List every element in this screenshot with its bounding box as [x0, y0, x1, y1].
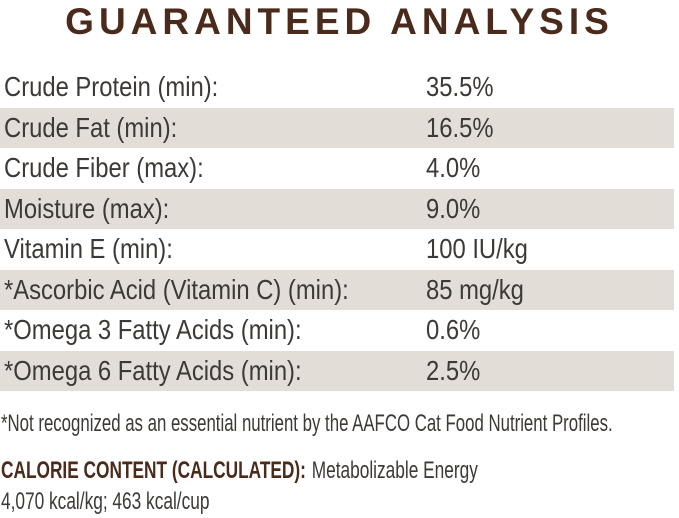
calorie-values-line: 4,070 kcal/kg; 463 kcal/cup [1, 486, 663, 517]
nutrient-label: Vitamin E (min): [4, 233, 173, 265]
calorie-content-description: Metabolizable Energy [311, 457, 478, 484]
calorie-values-text: 4,070 kcal/kg; 463 kcal/cup [1, 488, 210, 515]
table-row: Vitamin E (min): 100 IU/kg [0, 229, 674, 270]
table-row: Crude Fiber (max): 4.0% [0, 148, 674, 189]
nutrient-label: Moisture (max): [4, 192, 170, 224]
calorie-content-heading: CALORIE CONTENT (CALCULATED): [1, 457, 306, 484]
nutrient-value: 85 mg/kg [426, 273, 524, 305]
nutrient-label: *Omega 6 Fatty Acids (min): [4, 354, 302, 386]
calorie-content-line: CALORIE CONTENT (CALCULATED): Metabolizab… [1, 455, 663, 486]
nutrient-label: Crude Fiber (max): [4, 152, 204, 184]
nutrient-value: 35.5% [426, 71, 494, 103]
nutrient-label: Crude Fat (min): [4, 111, 178, 143]
nutrient-label: *Omega 3 Fatty Acids (min): [4, 314, 302, 346]
section-title: GUARANTEED ANALYSIS [65, 1, 614, 42]
nutrient-value: 0.6% [426, 314, 481, 346]
footnote-text: *Not recognized as an essential nutrient… [1, 410, 613, 437]
nutrient-value: 2.5% [426, 354, 481, 386]
nutrient-label: Crude Protein (min): [4, 71, 219, 103]
nutrient-value: 16.5% [426, 111, 494, 143]
table-row: Crude Fat (min): 16.5% [0, 107, 674, 148]
table-row: *Omega 6 Fatty Acids (min): 2.5% [0, 350, 674, 391]
table-row: *Ascorbic Acid (Vitamin C) (min): 85 mg/… [0, 269, 674, 310]
table-row: *Omega 3 Fatty Acids (min): 0.6% [0, 310, 674, 351]
table-row: Moisture (max): 9.0% [0, 188, 674, 229]
nutrient-value: 4.0% [426, 152, 481, 184]
nutrient-value: 100 IU/kg [426, 233, 528, 265]
footnote: *Not recognized as an essential nutrient… [1, 409, 679, 439]
calorie-content-section: CALORIE CONTENT (CALCULATED): Metabolizab… [1, 455, 663, 517]
nutrient-value: 9.0% [426, 192, 481, 224]
table-row: Crude Protein (min): 35.5% [0, 67, 674, 108]
nutrient-label: *Ascorbic Acid (Vitamin C) (min): [4, 273, 349, 305]
analysis-table: Crude Protein (min): 35.5% Crude Fat (mi… [0, 67, 674, 391]
